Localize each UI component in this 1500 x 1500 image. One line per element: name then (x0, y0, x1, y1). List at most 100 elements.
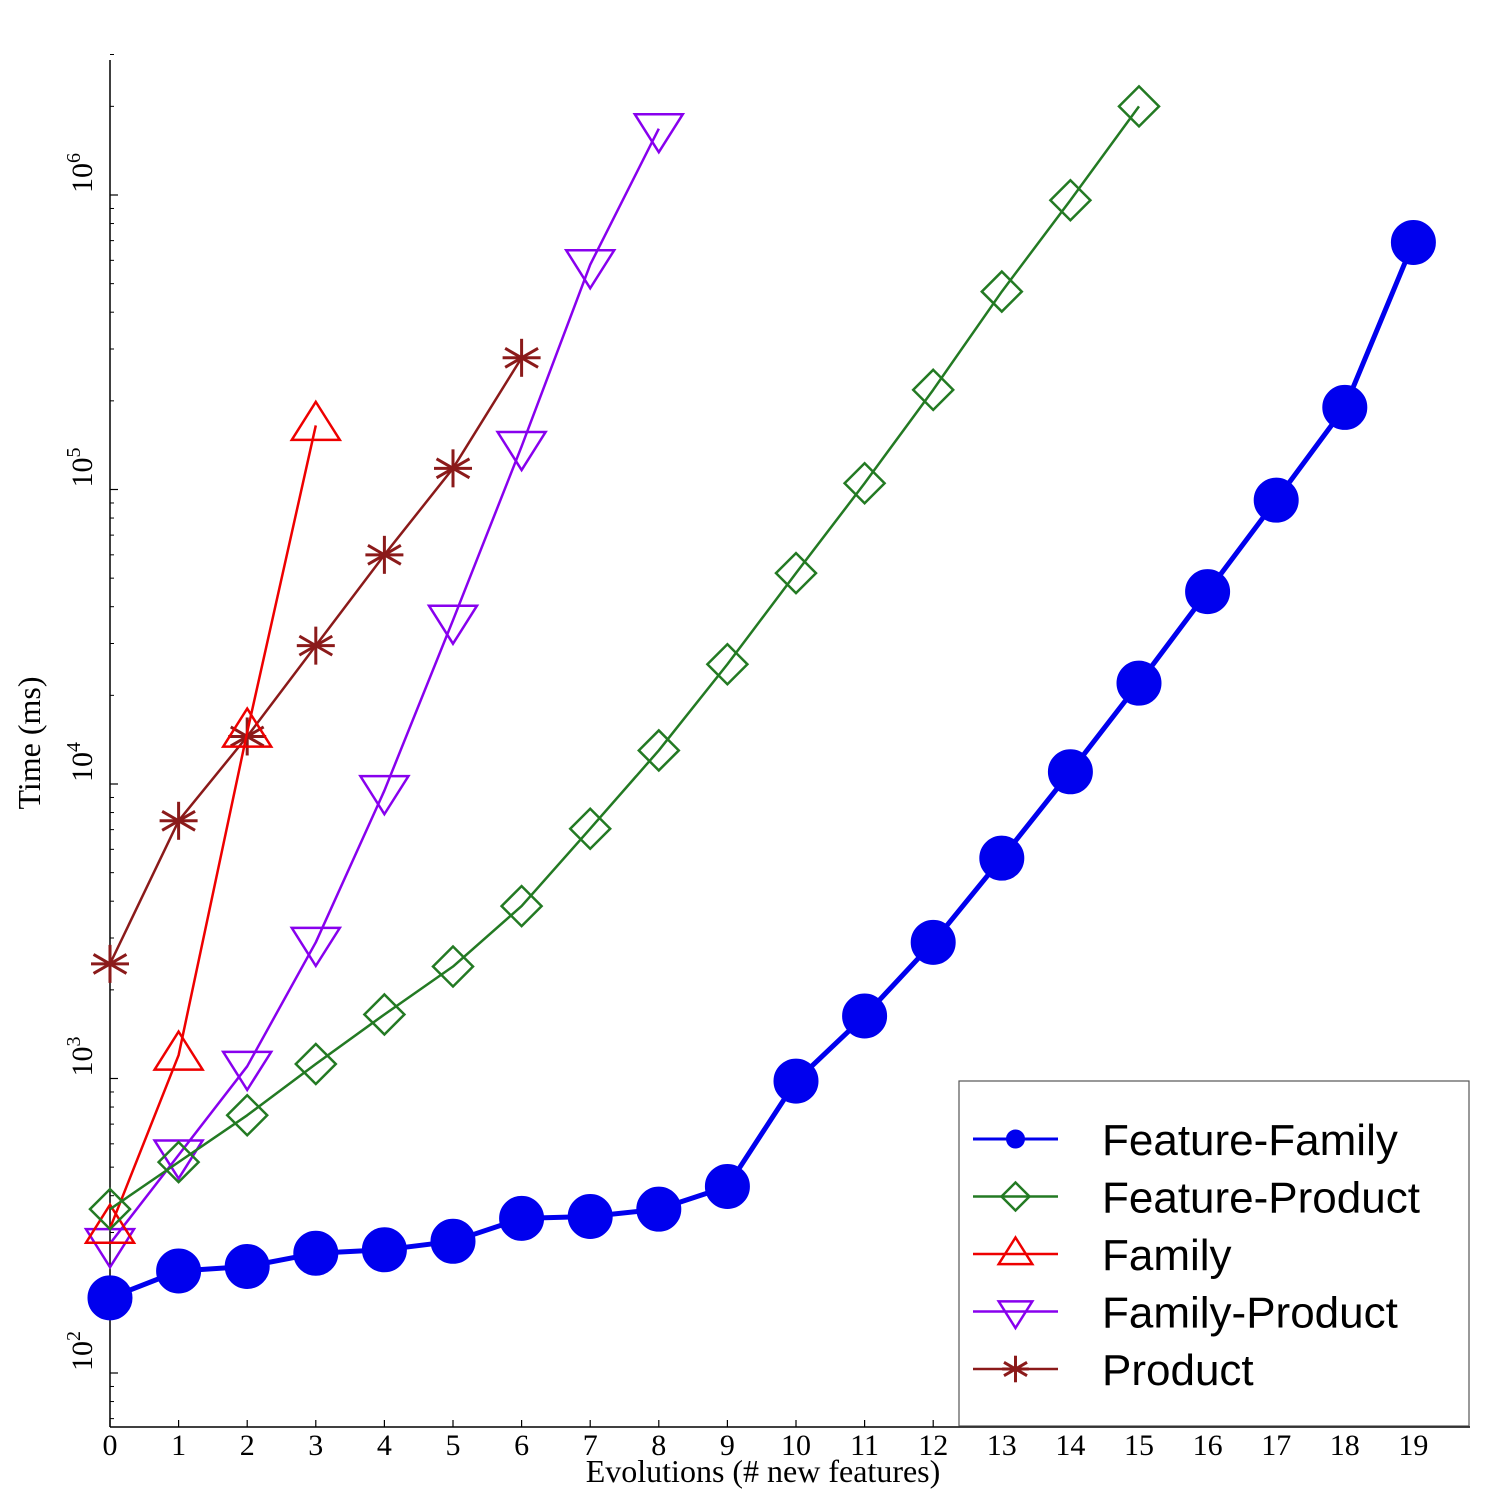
series-line (108, 425, 318, 1229)
axes (109, 60, 1470, 1428)
series-line (109, 128, 660, 1245)
data-point (979, 835, 1025, 881)
data-point (911, 368, 955, 412)
y-tick-label: 103 (63, 1037, 99, 1077)
x-tick-label: 3 (308, 1429, 323, 1462)
x-tick-label: 10 (781, 1429, 811, 1462)
data-point (996, 1300, 1035, 1331)
data-point (159, 801, 198, 840)
legend-label: Family-Product (1102, 1289, 1398, 1338)
data-point (999, 1180, 1032, 1213)
data-point (1117, 84, 1161, 129)
x-tick-label: 4 (377, 1429, 392, 1462)
x-tick-label: 7 (583, 1429, 598, 1462)
data-point (430, 1218, 476, 1264)
data-point (289, 926, 343, 969)
series-product (91, 338, 541, 983)
x-tick-label: 6 (514, 1429, 529, 1462)
y-tick-label: 105 (63, 448, 99, 488)
data-point (1047, 749, 1093, 795)
data-point (637, 728, 681, 773)
x-tick-label: 1 (171, 1429, 186, 1462)
x-tick-label: 18 (1330, 1429, 1360, 1462)
data-point (563, 248, 617, 291)
data-point (910, 919, 956, 965)
legend-item: Feature-Product (973, 1174, 1420, 1223)
x-tick-label: 17 (1261, 1429, 1291, 1462)
data-point (705, 642, 750, 687)
legend: Feature-Family Feature-Product Family Famil… (958, 1080, 1470, 1427)
series-feature-product (88, 84, 1161, 1231)
data-point (156, 1140, 201, 1184)
data-point (495, 430, 548, 473)
data-point (152, 1029, 205, 1071)
data-point (289, 399, 343, 442)
legend-label: Feature-Family (1102, 1116, 1398, 1165)
data-point (636, 1186, 682, 1232)
data-point (358, 774, 411, 817)
x-ticks: 0 1 2 3 4 5 6 7 8 9 10 11 12 13 14 15 16 17 18 19 (103, 1420, 1428, 1462)
y-tick-label: 106 (63, 153, 99, 193)
legend-item: Product (973, 1346, 1254, 1395)
data-point (704, 1163, 750, 1209)
data-point (1116, 660, 1162, 706)
data-point (220, 1050, 274, 1093)
legend-label: Feature-Product (1102, 1174, 1420, 1223)
data-point (156, 1248, 202, 1294)
data-point (502, 338, 541, 377)
x-tick-label: 8 (651, 1429, 666, 1462)
data-point (362, 992, 407, 1037)
data-point (980, 269, 1024, 314)
data-point (225, 1093, 269, 1138)
legend-item: Family (973, 1231, 1232, 1280)
x-tick-label: 0 (103, 1429, 118, 1462)
series-family (83, 399, 343, 1244)
legend-item: Feature-Family (973, 1116, 1398, 1165)
y-tick-label: 102 (63, 1331, 99, 1371)
x-tick-label: 11 (850, 1429, 879, 1462)
data-point (220, 706, 274, 748)
series-line (109, 105, 1141, 1211)
data-point (568, 806, 612, 851)
data-point (774, 551, 818, 595)
data-point (83, 1202, 137, 1244)
x-tick-label: 2 (240, 1429, 255, 1462)
data-point (1006, 1129, 1025, 1149)
data-point (361, 1227, 407, 1273)
data-point (296, 626, 335, 665)
x-tick-label: 9 (720, 1429, 735, 1462)
data-point (1390, 219, 1436, 265)
data-point (294, 1042, 338, 1086)
data-point (88, 1187, 132, 1231)
data-point (1322, 384, 1368, 430)
x-tick-label: 13 (987, 1429, 1017, 1462)
series-feature-family (87, 219, 1436, 1321)
legend-label: Family (1102, 1231, 1232, 1280)
y-tick-label: 104 (63, 742, 99, 782)
data-point (1002, 1355, 1029, 1383)
data-point (434, 449, 472, 488)
data-point (91, 944, 129, 983)
x-tick-label: 16 (1193, 1429, 1223, 1462)
data-point (426, 604, 480, 647)
data-point (1185, 569, 1231, 615)
data-point (567, 1193, 613, 1239)
y-axis-title: Time (ms) (11, 676, 47, 809)
data-point (996, 1235, 1035, 1266)
data-point (842, 993, 888, 1039)
x-tick-label: 5 (446, 1429, 461, 1462)
legend-item: Family-Product (973, 1289, 1398, 1338)
x-tick-label: 14 (1055, 1429, 1085, 1462)
data-point (365, 535, 404, 574)
x-tick-label: 15 (1124, 1429, 1154, 1462)
data-point (431, 944, 475, 989)
data-point (632, 112, 686, 155)
series-family-product (83, 112, 686, 1270)
data-point (499, 884, 544, 928)
data-point (842, 461, 887, 506)
data-point (224, 1243, 270, 1289)
x-tick-label: 12 (918, 1429, 948, 1462)
data-point (1048, 178, 1093, 222)
series-layer (83, 84, 1436, 1321)
